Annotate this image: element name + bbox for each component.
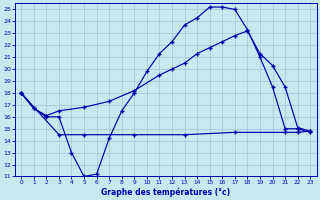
X-axis label: Graphe des températures (°c): Graphe des températures (°c) <box>101 187 230 197</box>
